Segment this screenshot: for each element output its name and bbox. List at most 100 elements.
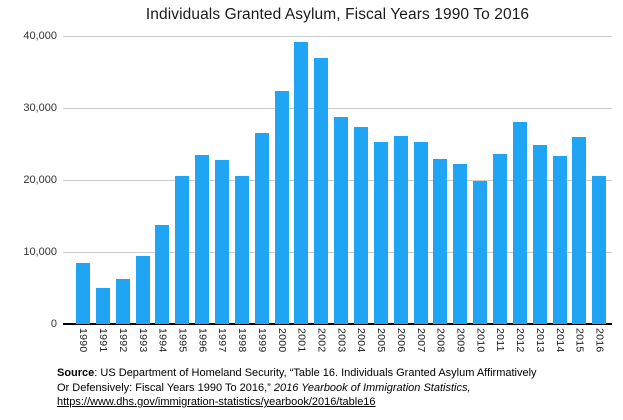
bar-2013: [532, 145, 547, 324]
x-tick-label: 1997: [216, 328, 229, 353]
bar-2006: [393, 136, 408, 324]
x-tick-label: 2008: [434, 328, 447, 353]
x-tick-label: 1992: [116, 328, 129, 353]
bar-slot: [172, 36, 192, 324]
x-tick: 2013: [530, 328, 550, 364]
bars: [63, 36, 612, 324]
x-tick: 1996: [192, 328, 212, 364]
x-tick-label: 2003: [335, 328, 348, 353]
bar-slot: [113, 36, 133, 324]
bar-slot: [93, 36, 113, 324]
bar-2015: [572, 137, 587, 324]
x-tick: 2009: [450, 328, 470, 364]
bar-slot: [73, 36, 93, 324]
x-tick: 2001: [291, 328, 311, 364]
x-tick: 2000: [272, 328, 292, 364]
bar-slot: [291, 36, 311, 324]
x-tick: 1999: [252, 328, 272, 364]
y-tick-label: 30,000: [23, 102, 57, 114]
bar-2010: [473, 181, 488, 324]
bar-2004: [353, 127, 368, 324]
bar-2012: [512, 122, 527, 324]
x-tick-label: 2011: [494, 328, 507, 352]
bar-slot: [351, 36, 371, 324]
x-tick-label: 2014: [553, 328, 566, 353]
source-publication: 2016 Yearbook of Immigration Statistics,: [273, 381, 471, 394]
bar-slot: [391, 36, 411, 324]
source-line-3: https://www.dhs.gov/immigration-statisti…: [57, 395, 602, 410]
bar-slot: [450, 36, 470, 324]
x-tick-label: 1990: [77, 328, 90, 353]
x-tick-label: 1991: [97, 328, 110, 353]
x-tick-label: 2001: [295, 328, 308, 353]
x-tick: 2006: [391, 328, 411, 364]
bar-slot: [589, 36, 609, 324]
x-tick: 2005: [371, 328, 391, 364]
source-link[interactable]: https://www.dhs.gov/immigration-statisti…: [57, 396, 376, 409]
bar-1997: [214, 160, 229, 324]
x-tick: 1991: [93, 328, 113, 364]
bar-slot: [232, 36, 252, 324]
x-tick: 2003: [331, 328, 351, 364]
x-tick-label: 1994: [156, 328, 169, 353]
y-tick-label: 0: [50, 318, 57, 330]
x-tick-label: 2015: [573, 328, 586, 353]
bar-2016: [592, 176, 607, 324]
bar-2009: [453, 164, 468, 324]
x-tick-label: 2010: [474, 328, 487, 353]
x-tick: 1997: [212, 328, 232, 364]
bar-2000: [274, 91, 289, 324]
y-tick-label: 40,000: [23, 30, 57, 42]
bar-slot: [371, 36, 391, 324]
x-tick: 1994: [152, 328, 172, 364]
x-tick-label: 2013: [533, 328, 546, 353]
x-tick-label: 1996: [196, 328, 209, 353]
bar-1995: [175, 176, 190, 324]
x-tick-label: 1998: [236, 328, 249, 353]
x-tick-label: 2007: [414, 328, 427, 353]
bar-slot: [470, 36, 490, 324]
bar-2002: [314, 58, 329, 324]
bar-2007: [413, 142, 428, 324]
x-tick: 2014: [550, 328, 570, 364]
bar-1994: [155, 225, 170, 324]
bar-2014: [552, 156, 567, 324]
bar-slot: [490, 36, 510, 324]
bar-1998: [234, 176, 249, 324]
x-tick: 2015: [569, 328, 589, 364]
bar-1993: [135, 256, 150, 324]
x-tick: 2007: [411, 328, 431, 364]
x-tick-label: 2004: [355, 328, 368, 353]
bar-slot: [569, 36, 589, 324]
bar-2003: [334, 117, 349, 324]
x-axis-line: [63, 323, 612, 325]
x-tick: 2010: [470, 328, 490, 364]
x-tick: 2011: [490, 328, 510, 364]
bar-2008: [433, 159, 448, 324]
gridline: [63, 36, 612, 37]
x-tick-label: 2005: [375, 328, 388, 353]
x-tick: 2012: [510, 328, 530, 364]
bar-slot: [311, 36, 331, 324]
bar-slot: [252, 36, 272, 324]
x-tick: 2008: [430, 328, 450, 364]
bar-slot: [133, 36, 153, 324]
bar-2011: [492, 154, 507, 324]
bar-slot: [411, 36, 431, 324]
chart-title: Individuals Granted Asylum, Fiscal Years…: [145, 6, 530, 23]
bar-1990: [75, 263, 90, 324]
x-tick: 1995: [172, 328, 192, 364]
source-line-2: Or Defensively: Fiscal Years 1990 To 201…: [57, 381, 471, 394]
bar-2001: [294, 42, 309, 324]
bar-slot: [510, 36, 530, 324]
bar-slot: [272, 36, 292, 324]
bar-1991: [95, 288, 110, 324]
x-tick: 1990: [73, 328, 93, 364]
bar-1992: [115, 279, 130, 324]
x-tick: 1992: [113, 328, 133, 364]
source-label: Source: [57, 367, 95, 379]
bar-slot: [152, 36, 172, 324]
y-tick-label: 20,000: [23, 174, 57, 186]
source-note: Source: US Department of Homeland Securi…: [57, 366, 602, 410]
x-tick-label: 2009: [454, 328, 467, 353]
